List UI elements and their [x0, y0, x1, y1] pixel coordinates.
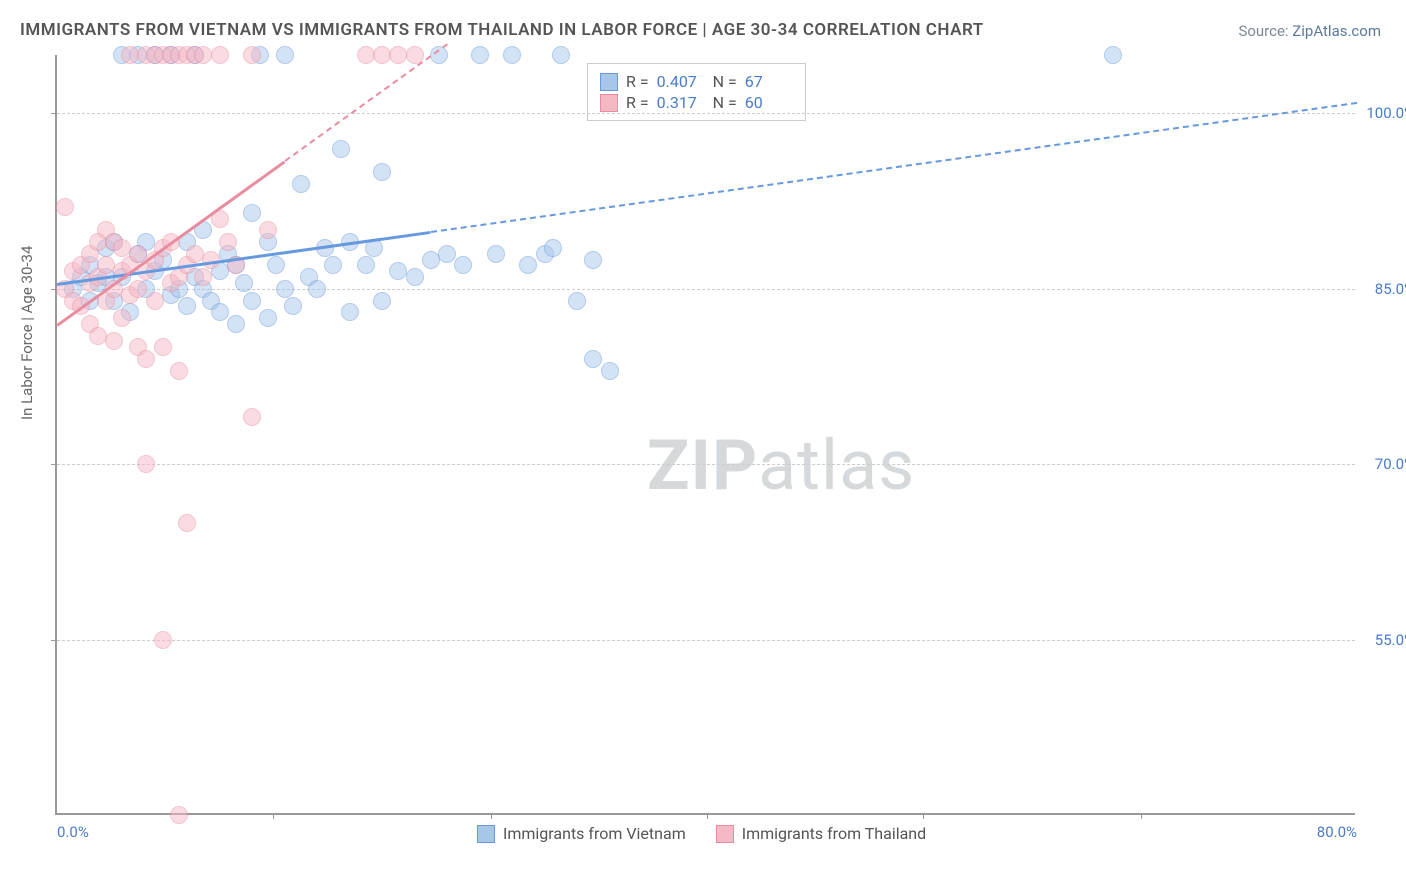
data-point: [584, 251, 602, 269]
data-point: [219, 233, 237, 251]
data-point: [243, 46, 261, 64]
data-point: [544, 239, 562, 257]
series-name: Immigrants from Thailand: [742, 824, 926, 843]
n-label: N =: [713, 93, 737, 112]
gridline-horizontal: [57, 289, 1355, 290]
data-point: [454, 256, 472, 274]
data-point: [373, 163, 391, 181]
data-point: [308, 280, 326, 298]
watermark: ZIPatlas: [647, 425, 915, 507]
chart-title: IMMIGRANTS FROM VIETNAM VS IMMIGRANTS FR…: [20, 20, 984, 40]
tick-mark: [707, 813, 708, 819]
data-point: [211, 46, 229, 64]
series-legend: Immigrants from Vietnam Immigrants from T…: [477, 824, 926, 843]
series-name: Immigrants from Vietnam: [503, 824, 686, 843]
data-point: [267, 256, 285, 274]
data-point: [211, 303, 229, 321]
y-tick-label: 85.0%: [1375, 280, 1406, 298]
data-point: [1104, 46, 1122, 64]
r-value: 0.407: [657, 72, 705, 91]
data-point: [170, 806, 188, 824]
source-link[interactable]: ZipAtlas.com: [1292, 22, 1381, 40]
data-point: [178, 297, 196, 315]
stats-row: R = 0.317 N = 60: [600, 93, 793, 112]
data-point: [406, 268, 424, 286]
x-tick-label: 80.0%: [1317, 823, 1357, 841]
data-point: [235, 274, 253, 292]
data-point: [154, 631, 172, 649]
gridline-horizontal: [57, 113, 1355, 114]
stats-box: R = 0.407 N = 67 R = 0.317 N = 60: [587, 63, 806, 121]
data-point: [227, 315, 245, 333]
data-point: [56, 198, 74, 216]
tick-mark: [923, 813, 924, 819]
data-point: [503, 46, 521, 64]
tick-mark: [51, 464, 57, 465]
data-point: [137, 455, 155, 473]
legend-swatch: [600, 73, 618, 91]
y-tick-label: 55.0%: [1375, 631, 1406, 649]
tick-mark: [1141, 813, 1142, 819]
data-point: [243, 408, 261, 426]
data-point: [341, 303, 359, 321]
watermark-rest: atlas: [758, 425, 915, 507]
tick-mark: [491, 813, 492, 819]
legend-swatch: [600, 94, 618, 112]
data-point: [276, 46, 294, 64]
data-point: [373, 292, 391, 310]
data-point: [276, 280, 294, 298]
r-label: R =: [626, 93, 649, 112]
legend-swatch: [477, 825, 495, 843]
x-tick-label: 0.0%: [57, 823, 89, 841]
data-point: [324, 256, 342, 274]
data-point: [194, 268, 212, 286]
data-point: [438, 245, 456, 263]
data-point: [259, 309, 277, 327]
data-point: [601, 362, 619, 380]
data-point: [146, 292, 164, 310]
gridline-horizontal: [57, 640, 1355, 641]
stats-row: R = 0.407 N = 67: [600, 72, 793, 91]
tick-mark: [51, 113, 57, 114]
trend-line-extrapolated: [431, 102, 1358, 233]
tick-mark: [273, 813, 274, 819]
data-point: [332, 140, 350, 158]
data-point: [471, 46, 489, 64]
data-point: [243, 292, 261, 310]
data-point: [568, 292, 586, 310]
legend-item: Immigrants from Thailand: [716, 824, 926, 843]
data-point: [357, 256, 375, 274]
data-point: [259, 221, 277, 239]
y-tick-label: 100.0%: [1366, 104, 1406, 122]
y-tick-label: 70.0%: [1375, 455, 1406, 473]
data-point: [154, 338, 172, 356]
legend-item: Immigrants from Vietnam: [477, 824, 686, 843]
r-label: R =: [626, 72, 649, 91]
data-point: [292, 175, 310, 193]
data-point: [519, 256, 537, 274]
gridline-horizontal: [57, 464, 1355, 465]
data-point: [584, 350, 602, 368]
y-axis-label: In Labor Force | Age 30-34: [18, 246, 36, 420]
legend-swatch: [716, 825, 734, 843]
source-prefix: Source:: [1238, 22, 1292, 40]
data-point: [129, 280, 147, 298]
data-point: [113, 309, 131, 327]
data-point: [105, 332, 123, 350]
r-value: 0.317: [657, 93, 705, 112]
data-point: [284, 297, 302, 315]
n-label: N =: [713, 72, 737, 91]
data-point: [487, 245, 505, 263]
n-value: 67: [745, 72, 793, 91]
source-attribution: Source: ZipAtlas.com: [1238, 22, 1381, 40]
data-point: [170, 362, 188, 380]
tick-mark: [51, 640, 57, 641]
data-point: [243, 204, 261, 222]
data-point: [552, 46, 570, 64]
watermark-bold: ZIP: [647, 425, 758, 507]
data-point: [178, 514, 196, 532]
data-point: [137, 350, 155, 368]
n-value: 60: [745, 93, 793, 112]
scatter-chart: ZIPatlas R = 0.407N = 67R = 0.317N = 60 …: [55, 55, 1355, 815]
